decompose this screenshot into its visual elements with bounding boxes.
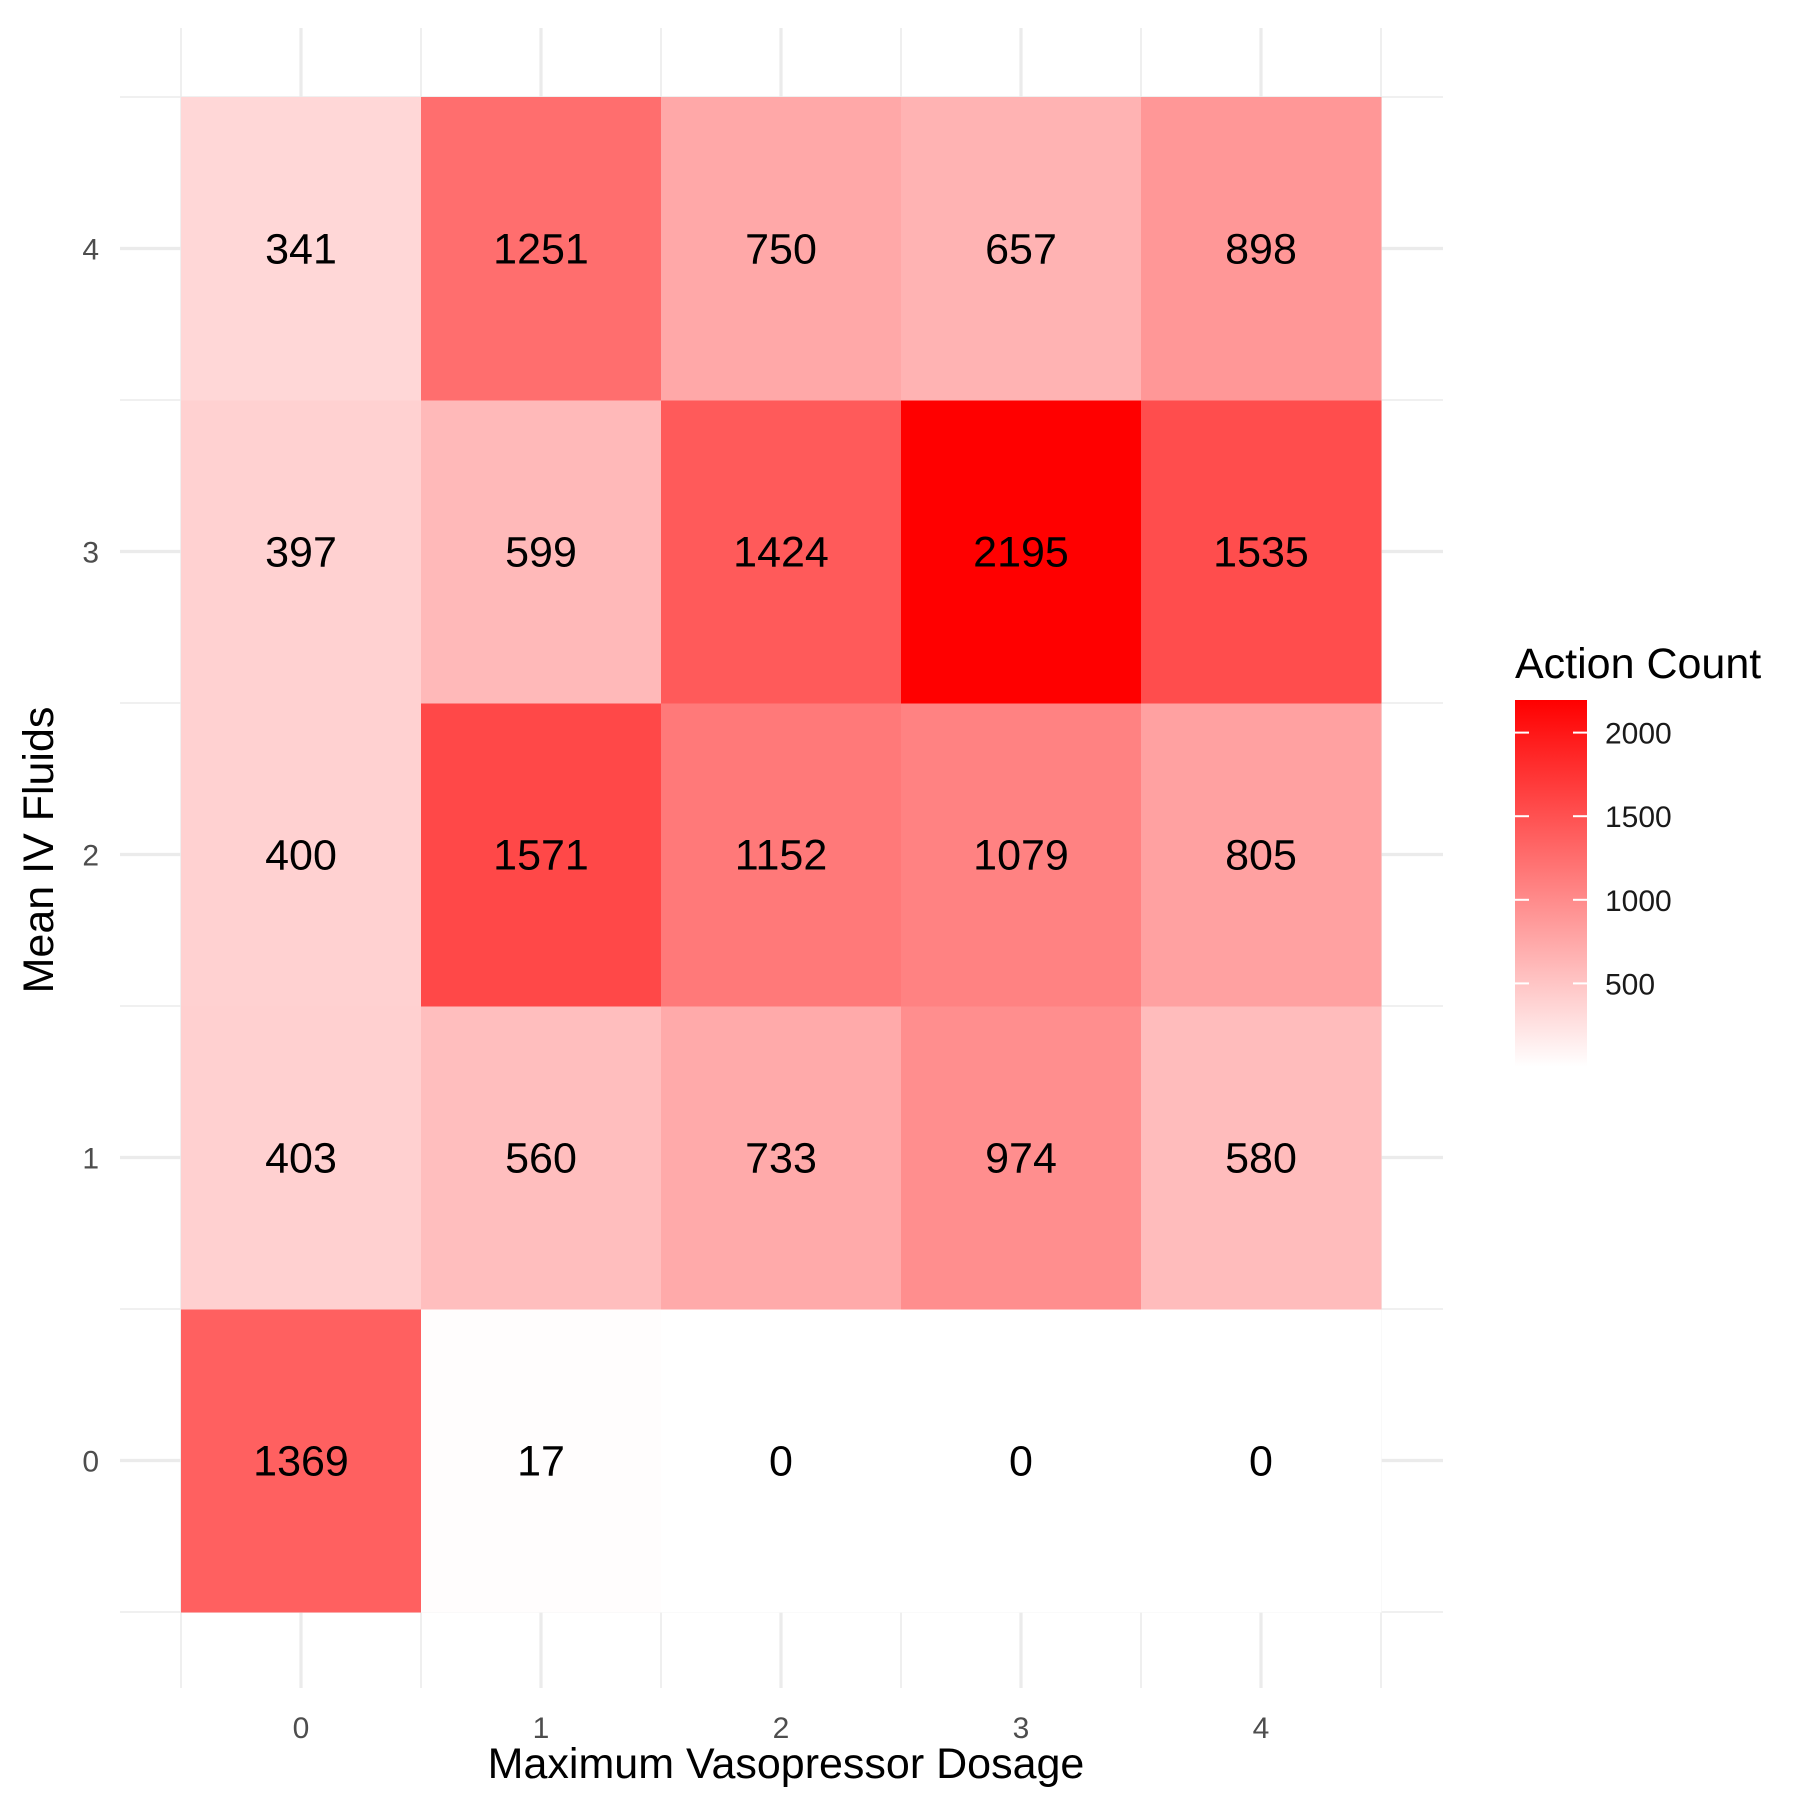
y-tick-label: 3 [82, 537, 99, 570]
heatmap-cell [1141, 1006, 1382, 1310]
cell-value-label: 1079 [973, 832, 1069, 880]
heatmap-cell [421, 703, 662, 1007]
cell-value-label: 2195 [973, 529, 1069, 577]
legend-tick-label: 1000 [1605, 885, 1672, 918]
heatmap-cell [421, 400, 662, 704]
heatmap-cell [1141, 1309, 1382, 1613]
heatmap-cell [661, 1309, 902, 1613]
cell-value-label: 17 [517, 1438, 565, 1486]
y-axis-ticks: 0 1 2 3 4 [82, 234, 99, 1479]
cell-value-label: 341 [265, 226, 337, 274]
cell-value-label: 750 [745, 226, 817, 274]
x-tick-label: 1 [533, 1712, 550, 1745]
x-tick-label: 4 [1253, 1712, 1270, 1745]
legend-ticks: 500 1000 1500 2000 [1515, 718, 1672, 1001]
cell-value-label: 974 [985, 1135, 1057, 1183]
cell-value-label: 898 [1225, 226, 1297, 274]
legend-title: Action Count [1515, 640, 1761, 688]
cell-value-label: 599 [505, 529, 577, 577]
heatmap-cell [901, 703, 1142, 1007]
heatmap-cell [1141, 400, 1382, 704]
heatmap-cell [901, 1006, 1142, 1310]
x-tick-label: 3 [1013, 1712, 1030, 1745]
legend-colorbar [1515, 700, 1587, 1067]
heatmap-cell [901, 97, 1142, 401]
cell-value-label: 0 [1249, 1438, 1273, 1486]
heatmap-cell [661, 400, 902, 704]
cell-value-label: 733 [745, 1135, 817, 1183]
color-legend: Action Count 500 1000 1500 2000 [1515, 640, 1761, 1067]
cell-value-label: 403 [265, 1135, 337, 1183]
cell-value-label: 1535 [1213, 529, 1309, 577]
cell-value-label: 560 [505, 1135, 577, 1183]
cell-value-label: 580 [1225, 1135, 1297, 1183]
x-tick-label: 2 [773, 1712, 790, 1745]
heatmap-cell [421, 1006, 662, 1310]
x-axis-ticks: 0 1 2 3 4 [293, 1712, 1270, 1745]
heatmap-cell [181, 1006, 422, 1310]
heatmap-cells [181, 97, 1382, 1613]
heatmap-cell [901, 400, 1142, 704]
cell-value-label: 657 [985, 226, 1057, 274]
heatmap-cell [181, 1309, 422, 1613]
y-tick-label: 4 [82, 234, 99, 267]
cell-value-label: 1369 [253, 1438, 349, 1486]
cell-value-label: 805 [1225, 832, 1297, 880]
heatmap-cell [661, 703, 902, 1007]
cell-value-label: 1152 [735, 832, 827, 880]
legend-tick-label: 2000 [1605, 718, 1672, 751]
cell-value-label: 1571 [493, 832, 589, 880]
heatmap-cell [1141, 97, 1382, 401]
cell-value-label: 1424 [733, 529, 829, 577]
legend-tick-label: 1500 [1605, 801, 1672, 834]
heatmap-cell [901, 1309, 1142, 1613]
heatmap-cell [421, 1309, 662, 1613]
x-tick-label: 0 [293, 1712, 310, 1745]
heatmap-cell [661, 1006, 902, 1310]
cell-value-label: 1251 [493, 226, 589, 274]
heatmap-cell [1141, 703, 1382, 1007]
cell-value-label: 0 [769, 1438, 793, 1486]
y-tick-label: 0 [82, 1446, 99, 1479]
heatmap-cell [661, 97, 902, 401]
cell-value-label: 400 [265, 832, 337, 880]
heatmap-cell [181, 703, 422, 1007]
y-tick-label: 1 [82, 1143, 99, 1176]
heatmap-cell [181, 97, 422, 401]
heatmap-cell [181, 400, 422, 704]
y-axis-title: Mean IV Fluids [15, 707, 63, 994]
legend-tick-label: 500 [1605, 968, 1655, 1001]
cell-value-label: 0 [1009, 1438, 1033, 1486]
y-tick-label: 2 [82, 840, 99, 873]
heatmap-cell-labels: 1369 17 0 0 0 403 560 733 974 580 400 1571 1152 1079 8… [253, 226, 1309, 1486]
cell-value-label: 397 [265, 529, 337, 577]
x-axis-title: Maximum Vasopressor Dosage [488, 1740, 1085, 1788]
heatmap-cell [421, 97, 662, 401]
